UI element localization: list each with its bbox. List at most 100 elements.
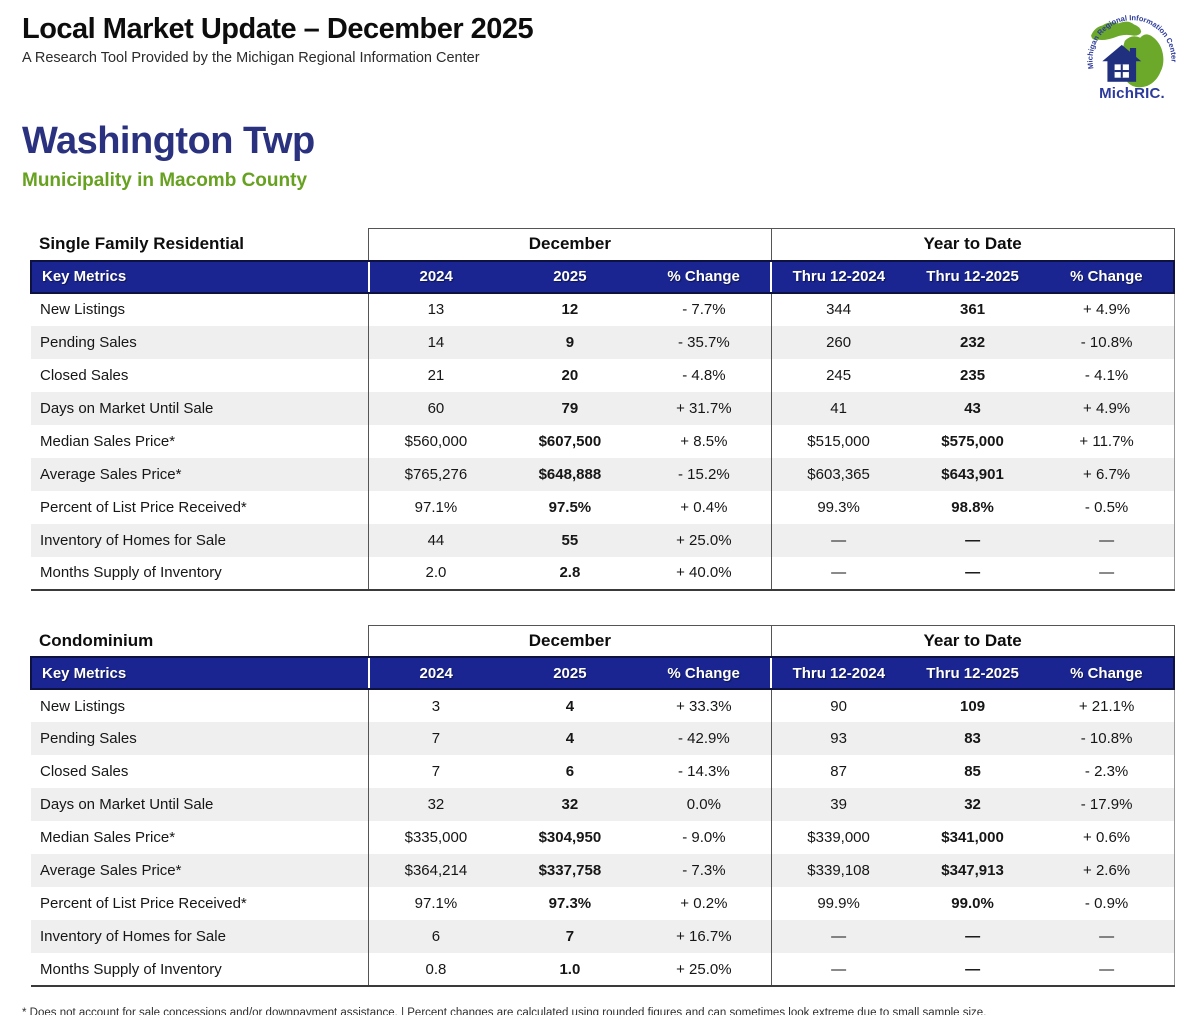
metric-value: $339,000 <box>770 821 906 855</box>
metric-value: — <box>1039 920 1175 954</box>
metric-value: 87 <box>770 755 906 789</box>
metric-value: $364,214 <box>368 854 503 888</box>
metric-label: Inventory of Homes for Sale <box>31 523 369 557</box>
col-header-thru-2024: Thru 12-2024 <box>770 259 906 294</box>
table-row: Closed Sales 7 6- 14.3% 87 85- 2.3% <box>31 755 1175 789</box>
michric-logo-icon: Michigan Regional Information Center <box>1086 13 1178 88</box>
metric-value: 14 <box>368 325 503 359</box>
metric-value: — <box>1039 953 1175 988</box>
metric-value: 79 <box>502 391 637 425</box>
metric-value: — <box>1039 556 1175 591</box>
metric-value: 85 <box>905 755 1040 789</box>
metric-label: Pending Sales <box>31 325 369 359</box>
metric-value: $339,108 <box>770 854 906 888</box>
metric-value: 109 <box>905 689 1040 723</box>
col-header-pct-change: % Change <box>637 259 772 294</box>
group-header-ytd: Year to Date <box>770 624 1175 658</box>
col-header-key-metrics: Key Metrics <box>30 656 369 691</box>
table-row: Months Supply of Inventory 0.8 1.0 + 25.0% —… <box>31 953 1175 988</box>
metric-value: + 4.9% <box>1039 292 1175 326</box>
metric-value: $648,888 <box>502 457 637 491</box>
metric-label: New Listings <box>31 292 369 326</box>
single-family-table: Single Family Residential December Year … <box>30 228 1176 591</box>
metric-value: $337,758 <box>502 854 637 888</box>
metric-value: 260 <box>770 325 906 359</box>
metric-value: 32 <box>502 788 637 822</box>
report-header: Local Market Update – December 2025 A Re… <box>22 13 1200 66</box>
metric-value: + 16.7% <box>637 920 772 954</box>
metric-value: — <box>770 556 906 591</box>
table-row: Pending Sales 14 9- 35.7% 260 232- 10.8% <box>31 325 1175 359</box>
table-row: New Listings 3 4 + 33.3% 90 109 + 21.1% <box>31 689 1175 723</box>
metric-value: 0.0% <box>637 788 772 822</box>
metric-value: 9 <box>502 325 637 359</box>
metric-value: 7 <box>368 755 503 789</box>
metric-value: — <box>770 920 906 954</box>
metric-value: + 40.0% <box>637 556 772 591</box>
metric-label: Percent of List Price Received* <box>31 887 369 921</box>
metric-value: 2.8 <box>502 556 637 591</box>
metric-label: Days on Market Until Sale <box>31 391 369 425</box>
metric-value: 245 <box>770 358 906 392</box>
report-subtitle: A Research Tool Provided by the Michigan… <box>22 50 480 67</box>
metric-value: - 15.2% <box>637 457 772 491</box>
table-row: Inventory of Homes for Sale 6 7 + 16.7% — — — <box>31 920 1175 954</box>
metric-value: 361 <box>905 292 1040 326</box>
metric-value: 83 <box>905 722 1040 756</box>
metric-value: + 6.7% <box>1039 457 1175 491</box>
metric-value: $643,901 <box>905 457 1040 491</box>
metric-value: - 17.9% <box>1039 788 1175 822</box>
location-name: Washington Twp <box>22 120 315 163</box>
metric-value: — <box>905 523 1040 557</box>
footnote: * Does not account for sale concessions … <box>22 1007 987 1015</box>
metric-value: + 8.5% <box>637 424 772 458</box>
metric-value: 235 <box>905 358 1040 392</box>
metric-value: 99.0% <box>905 887 1040 921</box>
metric-value: 43 <box>905 391 1040 425</box>
metric-label: Months Supply of Inventory <box>31 953 369 988</box>
metric-value: 13 <box>368 292 503 326</box>
metric-value: $335,000 <box>368 821 503 855</box>
metric-value: $304,950 <box>502 821 637 855</box>
metric-value: + 33.3% <box>637 689 772 723</box>
metric-value: - 10.8% <box>1039 722 1175 756</box>
col-header-key-metrics: Key Metrics <box>30 259 369 294</box>
col-header-ytd-pct-change: % Change <box>1039 259 1176 294</box>
metric-value: 4 <box>502 689 637 723</box>
metric-value: + 25.0% <box>637 953 772 988</box>
metric-value: 99.3% <box>770 490 906 524</box>
table-row: Median Sales Price* $560,000 $607,500 + 8.5… <box>31 424 1175 458</box>
metric-value: 39 <box>770 788 906 822</box>
metric-value: - 14.3% <box>637 755 772 789</box>
table-row: Median Sales Price* $335,000 $304,950- 9.0… <box>31 821 1175 855</box>
metric-value: + 21.1% <box>1039 689 1175 723</box>
metric-value: - 9.0% <box>637 821 772 855</box>
metric-value: - 7.7% <box>637 292 772 326</box>
metric-value: — <box>905 953 1040 988</box>
metric-value: $607,500 <box>502 424 637 458</box>
metric-value: 21 <box>368 358 503 392</box>
column-header-row: Key Metrics 2024 2025 % Change Thru 12-2… <box>30 259 1176 294</box>
metric-value: - 2.3% <box>1039 755 1175 789</box>
metric-value: 99.9% <box>770 887 906 921</box>
table-row: Percent of List Price Received* 97.1% 97.3… <box>31 887 1175 921</box>
table-row: Average Sales Price* $364,214 $337,758- 7.… <box>31 854 1175 888</box>
metric-value: + 31.7% <box>637 391 772 425</box>
table-row: Days on Market Until Sale 32 32 0.0% 39 32- 1… <box>31 788 1175 822</box>
metric-value: + 0.2% <box>637 887 772 921</box>
metric-value: 3 <box>368 689 503 723</box>
metric-value: + 4.9% <box>1039 391 1175 425</box>
col-header-thru-2024: Thru 12-2024 <box>770 656 906 691</box>
table-row: Pending Sales 7 4- 42.9% 93 83- 10.8% <box>31 722 1175 756</box>
col-header-2025: 2025 <box>502 259 637 294</box>
metric-value: 97.1% <box>368 887 503 921</box>
metric-value: - 4.8% <box>637 358 772 392</box>
metric-label: Closed Sales <box>31 755 369 789</box>
group-header-december: December <box>368 228 772 262</box>
metric-label: Closed Sales <box>31 358 369 392</box>
metric-value: $603,365 <box>770 457 906 491</box>
table-row: Inventory of Homes for Sale 44 55 + 25.0% — —… <box>31 523 1175 557</box>
metric-value: 232 <box>905 325 1040 359</box>
table-row: Percent of List Price Received* 97.1% 97.5… <box>31 490 1175 524</box>
